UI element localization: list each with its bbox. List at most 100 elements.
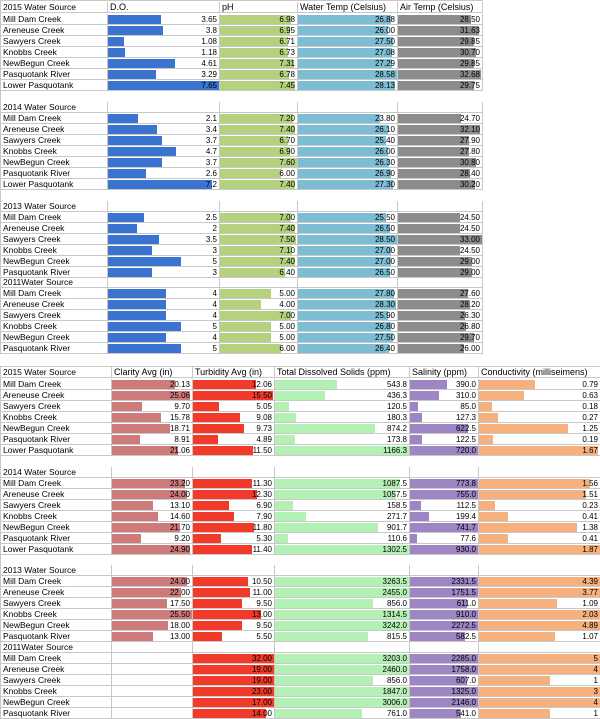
section-title: 2013 Water Source bbox=[1, 565, 112, 576]
cell-value: 26.50 bbox=[374, 268, 395, 277]
water-bar bbox=[298, 59, 393, 68]
data-cell: 24.00 bbox=[112, 489, 193, 500]
ph-bar bbox=[220, 158, 297, 167]
cell-value: 26.10 bbox=[374, 125, 395, 134]
tds-bar bbox=[275, 654, 409, 663]
clarity-bar bbox=[112, 501, 153, 510]
data-cell: 910.0 bbox=[410, 609, 479, 620]
water-bar bbox=[298, 48, 392, 57]
water-bar bbox=[298, 70, 397, 79]
cell-value: 24.00 bbox=[169, 490, 190, 499]
ph-bar bbox=[220, 59, 295, 68]
site-name: Knobbs Creek bbox=[1, 146, 108, 157]
cell-value: 28.30 bbox=[374, 300, 395, 309]
data-cell: 29.00 bbox=[398, 267, 483, 278]
conductivity-bar bbox=[479, 391, 524, 400]
data-cell: 31.63 bbox=[398, 25, 483, 36]
data-cell: 28.40 bbox=[398, 168, 483, 179]
cell-value: 17.00 bbox=[251, 698, 272, 707]
air-bar bbox=[398, 125, 480, 134]
site-name: Pasquotank River bbox=[1, 168, 108, 179]
air-bar bbox=[398, 37, 474, 46]
data-cell: 4.89 bbox=[193, 434, 275, 445]
cell-value: 2.5 bbox=[205, 213, 217, 222]
column-header bbox=[479, 467, 600, 478]
data-cell: 1087.5 bbox=[275, 478, 410, 489]
site-name: Sawyers Creek bbox=[1, 234, 108, 245]
clarity-bar bbox=[112, 490, 187, 499]
clarity-bar bbox=[112, 380, 175, 389]
conductivity-bar bbox=[479, 676, 551, 685]
tds-bar bbox=[275, 665, 409, 674]
do-bar bbox=[108, 322, 181, 331]
data-cell: 9.73 bbox=[193, 423, 275, 434]
column-header bbox=[410, 467, 479, 478]
site-name: Sawyers Creek bbox=[1, 310, 108, 321]
cell-value: 18.71 bbox=[169, 424, 190, 433]
data-cell: 3.29 bbox=[108, 69, 220, 80]
cell-value: 27.29 bbox=[374, 59, 395, 68]
cell-value: 582.5 bbox=[455, 632, 476, 641]
cell-value: 25.06 bbox=[169, 391, 190, 400]
turbidity-bar bbox=[193, 610, 261, 619]
cell-value: 21.06 bbox=[169, 446, 190, 455]
cell-value: 0.79 bbox=[582, 380, 598, 389]
turbidity-bar bbox=[193, 632, 222, 641]
turbidity-bar bbox=[193, 545, 253, 554]
cell-value: 0.27 bbox=[582, 413, 598, 422]
cell-value: 32.68 bbox=[459, 70, 480, 79]
data-cell: 27.50 bbox=[298, 36, 398, 47]
cell-value: 7.90 bbox=[256, 512, 272, 521]
do-bar bbox=[108, 26, 164, 35]
site-name: Knobbs Creek bbox=[1, 412, 112, 423]
tds-bar bbox=[275, 523, 379, 532]
data-cell: 25.06 bbox=[112, 390, 193, 401]
cell-value: 23.80 bbox=[374, 114, 395, 123]
cell-value: 2272.5 bbox=[451, 621, 476, 630]
do-bar bbox=[108, 213, 145, 222]
column-header: Air Temp (Celsius) bbox=[398, 2, 483, 13]
turbidity-bar bbox=[193, 512, 235, 521]
cell-value: 30.70 bbox=[459, 48, 480, 57]
cell-value: 28.20 bbox=[459, 300, 480, 309]
cell-value: 1751.5 bbox=[451, 588, 476, 597]
data-cell: 0.23 bbox=[479, 500, 600, 511]
cell-value: 27.30 bbox=[374, 180, 395, 189]
data-cell: 6.98 bbox=[220, 14, 298, 25]
cell-value: 930.0 bbox=[455, 545, 476, 554]
conductivity-bar bbox=[479, 654, 600, 663]
cell-value: 2285.0 bbox=[451, 654, 476, 663]
data-cell: 2285.0 bbox=[410, 653, 479, 664]
water-bar bbox=[298, 169, 392, 178]
cell-value: 31.63 bbox=[459, 26, 480, 35]
column-header bbox=[479, 565, 600, 576]
site-name: Pasquotank River bbox=[1, 533, 112, 544]
ph-bar bbox=[220, 213, 291, 222]
tds-bar bbox=[275, 545, 409, 554]
data-cell: 3.8 bbox=[108, 25, 220, 36]
water-bar bbox=[298, 224, 390, 233]
water-bar bbox=[298, 180, 393, 189]
cell-value: 2.03 bbox=[582, 610, 598, 619]
turbidity-bar bbox=[193, 534, 221, 543]
cell-value: 27.90 bbox=[459, 136, 480, 145]
data-cell: 1166.3 bbox=[275, 445, 410, 456]
conductivity-bar bbox=[479, 501, 496, 510]
data-cell: 27.00 bbox=[298, 245, 398, 256]
cell-value: 11.80 bbox=[252, 523, 272, 532]
turbidity-bar bbox=[193, 523, 255, 532]
conductivity-bar bbox=[479, 665, 600, 674]
cell-value: 7.10 bbox=[279, 246, 295, 255]
data-cell: 17.00 bbox=[193, 697, 275, 708]
data-cell: 4.00 bbox=[220, 299, 298, 310]
cell-value: 720.0 bbox=[455, 446, 476, 455]
ph-bar bbox=[220, 37, 288, 46]
cell-value: 32.10 bbox=[459, 125, 480, 134]
salinity-bar bbox=[410, 402, 418, 411]
data-cell: 1.56 bbox=[479, 478, 600, 489]
air-bar bbox=[398, 136, 470, 145]
salinity-bar bbox=[410, 512, 429, 521]
data-cell: 27.08 bbox=[298, 47, 398, 58]
cell-value: 4.00 bbox=[279, 300, 295, 309]
air-bar bbox=[398, 257, 472, 266]
